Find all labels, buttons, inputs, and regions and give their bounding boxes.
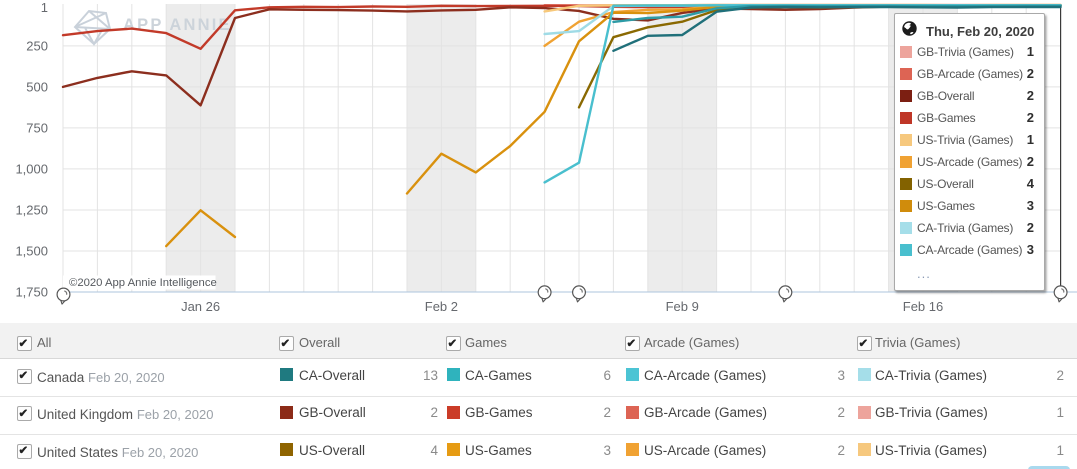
svg-text:250: 250	[26, 38, 48, 53]
svg-text:1,750: 1,750	[15, 285, 48, 300]
svg-text:Feb 16: Feb 16	[903, 299, 943, 314]
svg-text:750: 750	[26, 120, 48, 135]
svg-text:1,250: 1,250	[15, 203, 48, 218]
svg-text:1,500: 1,500	[15, 244, 48, 259]
svg-text:Feb 2: Feb 2	[425, 299, 458, 314]
svg-text:©2020 App Annie Intelligence: ©2020 App Annie Intelligence	[69, 277, 217, 289]
svg-text:1: 1	[41, 0, 48, 15]
svg-text:Feb 9: Feb 9	[666, 299, 699, 314]
svg-text:Jan 26: Jan 26	[181, 299, 220, 314]
svg-text:APP ANNIE: APP ANNIE	[123, 16, 232, 34]
svg-text:500: 500	[26, 79, 48, 94]
svg-text:1,000: 1,000	[15, 161, 48, 176]
